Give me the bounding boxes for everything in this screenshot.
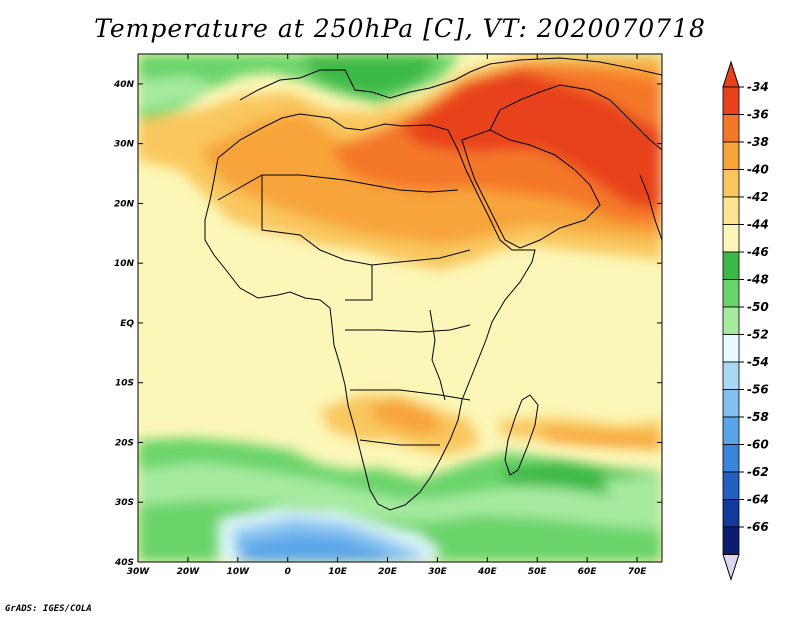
colorbar-swatch [722, 526, 740, 555]
lat-tick-label: 40S [114, 558, 134, 568]
lon-tick-label: 0 [285, 567, 291, 577]
arabian-peninsula-outline [461, 129, 601, 249]
colorbar-label: -48 [747, 273, 769, 287]
colorbar-swatch [722, 141, 740, 170]
colorbar-label: -54 [747, 355, 769, 369]
colorbar-swatch [722, 196, 740, 225]
lat-tick-label: EQ [120, 319, 134, 329]
india-outline [639, 174, 662, 241]
colorbar-swatch [722, 416, 740, 445]
colorbar-swatch [722, 471, 740, 500]
grads-credit: GrADS: IGES/COLA [5, 604, 92, 614]
lon-tick-label: 10E [328, 567, 348, 577]
colorbar-swatch [722, 499, 740, 528]
colorbar-label: -38 [747, 135, 769, 149]
colorbar-label: -46 [747, 245, 769, 259]
colorbar-label: -40 [747, 163, 769, 177]
colorbar-bottom-arrow [722, 554, 740, 582]
lat-tick-label: 10N [114, 259, 135, 269]
colorbar-swatch [722, 334, 740, 363]
lat-tick-label: 30S [115, 498, 134, 508]
border-lakes [345, 265, 446, 401]
lon-tick-label: 60E [578, 567, 598, 577]
colorbar-swatch [722, 169, 740, 198]
colorbar-label: -50 [747, 300, 769, 314]
colorbar-swatch [722, 279, 740, 308]
border-central [261, 175, 471, 266]
lon-tick-label: 70E [628, 567, 648, 577]
lat-tick-label: 20N [114, 199, 135, 209]
colorbar-label: -64 [747, 493, 769, 507]
colorbar-swatch [722, 251, 740, 280]
colorbar-label: -44 [747, 218, 769, 232]
lat-tick-label: 10S [115, 379, 134, 389]
europe-coastline [239, 57, 662, 101]
colorbar-label: -62 [747, 465, 769, 479]
longitude-axis: 30W 20W 10W 0 10E 20E 30E 40E 50E 60E 70E [127, 54, 647, 577]
temperature-field [138, 54, 662, 562]
map-title: Temperature at 250hPa [C], VT: 202007071… [94, 14, 706, 43]
colorbar-label: -36 [747, 108, 769, 122]
lat-tick-label: 30N [114, 140, 135, 150]
colorbar-label: -52 [747, 328, 769, 342]
lat-tick-label: 20S [115, 438, 134, 448]
lon-tick-label: 30E [428, 567, 448, 577]
colorbar-label: -58 [747, 410, 769, 424]
border-sahel [217, 174, 459, 201]
lon-tick-label: 40E [477, 567, 498, 577]
colorbar-swatch [722, 86, 740, 115]
border-middle-east [489, 84, 662, 151]
colorbar-top-arrow [722, 60, 740, 88]
colorbar-swatch [722, 306, 740, 335]
lon-tick-label: 20W [177, 567, 201, 577]
border-south [345, 324, 471, 446]
colorbar-label: -56 [747, 383, 769, 397]
colorbar-swatch [722, 444, 740, 473]
colorbar-label: -66 [747, 520, 769, 534]
colorbar: -34 -36 -38 -40 -42 -44 -46 -48 -50 -52 -54 -56 -58 -… [722, 60, 769, 582]
colorbar-swatch [722, 114, 740, 143]
lon-tick-label: 20E [378, 567, 398, 577]
lon-tick-label: 30W [127, 567, 151, 577]
colorbar-label: -60 [747, 438, 769, 452]
lon-tick-label: 10W [227, 567, 251, 577]
colorbar-swatch [722, 224, 740, 253]
coastlines [204, 57, 662, 511]
colorbar-label: -42 [747, 190, 769, 204]
colorbar-label: -34 [747, 80, 769, 94]
colorbar-swatch [722, 361, 740, 390]
colorbar-swatch [722, 389, 740, 418]
lat-tick-label: 40N [113, 80, 135, 90]
map-frame [137, 53, 663, 563]
latitude-axis: 40N 30N 20N 10N EQ 10S 20S 30S 40S [113, 80, 662, 568]
africa-coastline [204, 113, 536, 511]
madagascar-outline [504, 394, 539, 476]
lon-tick-label: 50E [528, 567, 548, 577]
